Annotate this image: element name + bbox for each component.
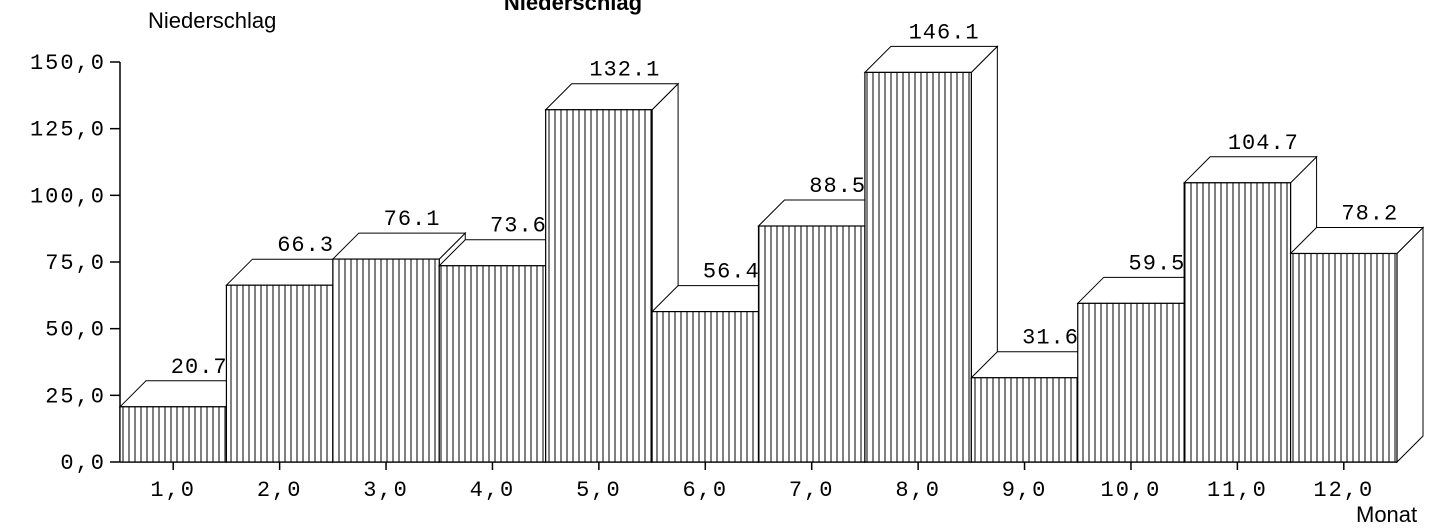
bar-front — [438, 265, 547, 463]
x-tick-label: 5,0 — [576, 478, 622, 503]
y-tick-label: 100,0 — [30, 184, 106, 209]
bar-front — [757, 225, 866, 463]
y-tick-label: 125,0 — [30, 118, 106, 143]
bar-value-label: 56.4 — [703, 260, 760, 285]
x-tick-label: 12,0 — [1313, 478, 1374, 503]
bar: 76.1 — [331, 207, 467, 464]
bar-value-label: 78.2 — [1341, 201, 1398, 226]
bar-value-label: 76.1 — [384, 207, 441, 232]
y-tick-label: 75,0 — [45, 251, 106, 276]
bar: 88.5 — [757, 174, 893, 464]
bar-side — [1396, 226, 1424, 464]
bar-front — [1077, 302, 1185, 463]
x-tick-label: 8,0 — [895, 478, 941, 503]
bar-front — [864, 71, 972, 463]
bar-value-label: 146.1 — [909, 20, 980, 45]
bar-front — [651, 311, 760, 463]
x-ticks: 1,0 2,0 3,0 4,0 5,0 6,0 7,0 8,0 9,0 10,0 11,0 12,0 — [150, 462, 1374, 503]
bar-front — [1289, 252, 1398, 463]
bar-front — [1183, 182, 1292, 463]
x-tick-label: 3,0 — [363, 478, 409, 503]
bar-value-label: 73.6 — [490, 214, 547, 239]
bar-value-label: 59.5 — [1129, 251, 1186, 276]
x-tick-label: 6,0 — [682, 478, 728, 503]
y-axis-label: Niederschlag — [148, 8, 276, 33]
bar-value-label: 88.5 — [809, 174, 866, 199]
bar-value-label: 66.3 — [277, 233, 334, 258]
x-tick-label: 7,0 — [789, 478, 835, 503]
bar: 78.2 — [1289, 201, 1425, 464]
chart-title: Niederschlag — [504, 0, 642, 15]
x-tick-label: 10,0 — [1101, 478, 1162, 503]
x-tick-label: 1,0 — [150, 478, 196, 503]
bar-front — [545, 109, 653, 463]
bar-value-label: 132.1 — [589, 58, 660, 83]
bar: 104.7 — [1182, 131, 1318, 464]
x-tick-label: 2,0 — [257, 478, 303, 503]
bars: 20.7 66.3 76.1 73.6 132.1 56.4 88.5 146.1 31.6 59… — [118, 20, 1425, 464]
y-tick-label: 50,0 — [45, 318, 106, 343]
y-tick-label: 150,0 — [30, 51, 106, 76]
x-tick-label: 11,0 — [1207, 478, 1268, 503]
bar-value-label: 104.7 — [1228, 131, 1299, 156]
bar-value-label: 31.6 — [1022, 326, 1079, 351]
bar-front — [119, 406, 228, 463]
y-tick-label: 25,0 — [45, 384, 106, 409]
x-tick-label: 4,0 — [470, 478, 516, 503]
x-tick-label: 9,0 — [1002, 478, 1048, 503]
y-tick-label: 0,0 — [60, 451, 106, 476]
bar-front — [970, 377, 1079, 463]
bar-value-label: 20.7 — [171, 355, 228, 380]
bar-front — [225, 284, 334, 463]
x-axis-label: Monat — [1356, 502, 1417, 527]
bar-front — [332, 258, 440, 463]
y-ticks: 0,0 25,0 50,0 75,0 100,0 125,0 150,0 — [30, 51, 120, 476]
